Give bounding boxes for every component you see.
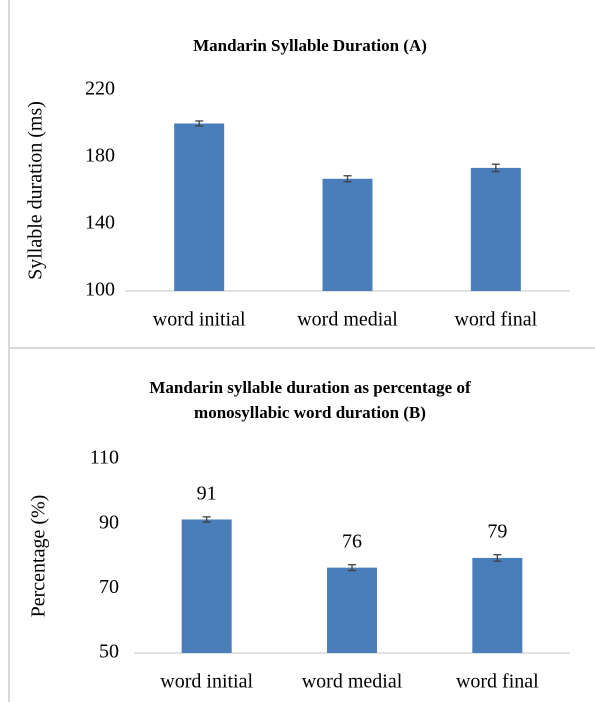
x-tick-label: word medial — [302, 671, 403, 693]
chart-title: Mandarin Syllable Duration (A) — [193, 36, 427, 55]
panel-a — [8, 0, 595, 349]
x-tick-label: word initial — [160, 671, 253, 693]
y-tick-label: 100 — [85, 279, 115, 301]
error-bar — [493, 554, 502, 562]
y-tick-label: 90 — [99, 511, 119, 533]
panel-b — [8, 349, 595, 702]
y-axis-label: Percentage (%) — [28, 495, 50, 618]
x-tick-label: word final — [454, 309, 537, 331]
bar — [322, 178, 373, 291]
y-tick-label: 70 — [99, 576, 119, 598]
y-tick-label: 220 — [85, 78, 115, 100]
bar — [327, 567, 377, 653]
bar — [472, 557, 523, 653]
data-label: 79 — [487, 520, 507, 542]
error-bar — [491, 163, 500, 173]
error-bar — [348, 564, 356, 572]
bar — [174, 123, 225, 291]
error-bar — [202, 516, 211, 523]
chart-title: Mandarin syllable duration as percentage… — [149, 378, 471, 422]
y-tick-label: 50 — [99, 641, 119, 663]
x-tick-label: word initial — [153, 309, 246, 331]
data-label: 76 — [342, 530, 362, 552]
error-bar — [195, 120, 204, 127]
bar — [181, 519, 232, 653]
x-tick-label: word medial — [297, 309, 398, 331]
x-tick-label: word final — [456, 671, 539, 693]
y-tick-label: 140 — [85, 212, 115, 234]
y-tick-label: 180 — [85, 145, 115, 167]
bar — [470, 167, 521, 291]
y-tick-label: 110 — [90, 447, 119, 469]
data-label: 91 — [197, 482, 217, 504]
error-bar — [343, 175, 352, 183]
y-axis-label: Syllable duration (ms) — [25, 101, 47, 280]
